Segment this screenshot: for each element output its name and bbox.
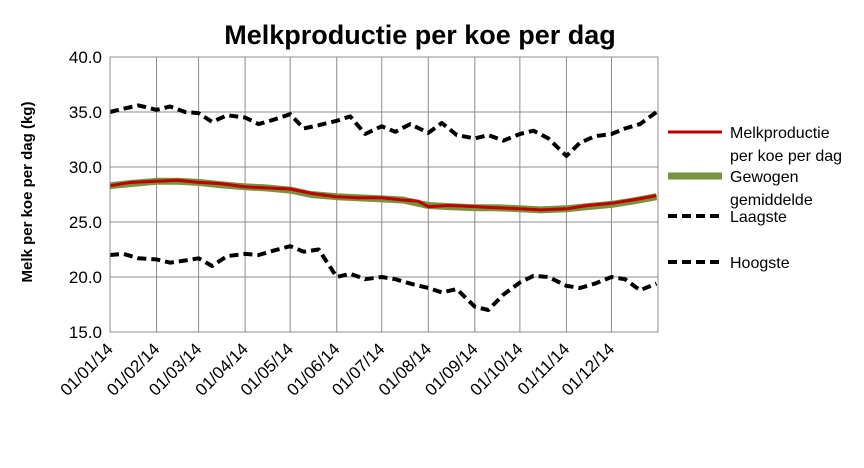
chart-title: Melkproductie per koe per dag [224, 20, 616, 50]
grid [109, 56, 658, 333]
y-tick-label: 20.0 [69, 268, 102, 287]
series-lines [109, 103, 658, 312]
y-tick-label: 15.0 [69, 323, 102, 342]
series-line-2 [109, 103, 658, 158]
legend-label-1: Gewogen gemiddelde [730, 169, 813, 209]
legend-label-2: Laagste [730, 209, 787, 226]
y-tick-label: 30.0 [69, 158, 102, 177]
legend-label-3: Hoogste [730, 255, 790, 272]
series-line-0 [109, 178, 657, 212]
series-line-1 [109, 177, 658, 214]
series-line-3 [109, 244, 658, 312]
legend-label-0: Melkproductie per koe per dag [730, 125, 842, 165]
x-axis-ticks: 01/01/1401/02/1401/03/1401/04/1401/05/14… [57, 339, 619, 399]
y-axis-label: Melk per koe per dag (kg) [19, 102, 36, 283]
y-tick-label: 25.0 [69, 213, 102, 232]
y-tick-label: 35.0 [69, 103, 102, 122]
y-tick-label: 40.0 [69, 48, 102, 67]
y-axis-ticks: 15.0 20.0 25.0 30.0 35.0 40.0 [69, 48, 102, 342]
plot-area-frame [109, 56, 659, 333]
